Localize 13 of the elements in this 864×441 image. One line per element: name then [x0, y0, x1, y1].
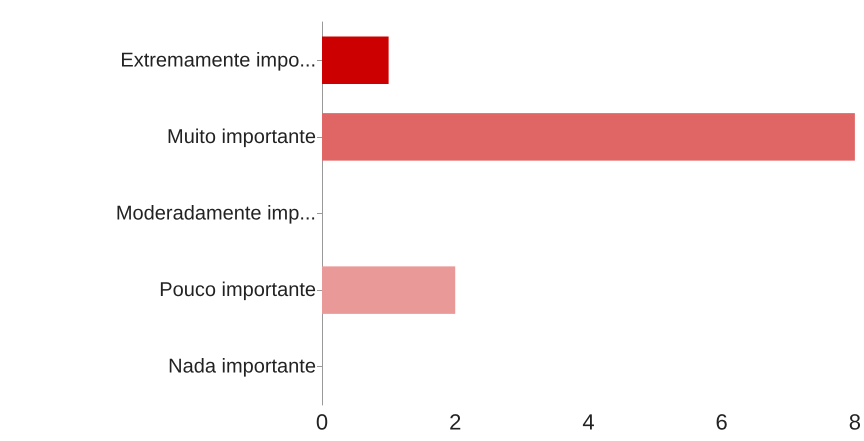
- bar: [322, 36, 389, 84]
- y-tick-label: Pouco importante: [159, 279, 316, 302]
- y-tick-label: Moderadamente imp...: [116, 202, 316, 224]
- y-tick-label: Muito importante: [167, 126, 316, 148]
- x-tick-label: 8: [848, 410, 862, 434]
- x-tick-label: 0: [316, 410, 328, 434]
- y-tick-label: Nada importante: [168, 356, 316, 378]
- y-tick-label: Extremamente impo...: [120, 49, 316, 72]
- x-tick-label: 2: [449, 410, 462, 434]
- bar: [322, 266, 456, 314]
- x-tick-label: 4: [582, 410, 595, 434]
- bar: [322, 113, 855, 161]
- x-tick-label: 6: [716, 410, 728, 434]
